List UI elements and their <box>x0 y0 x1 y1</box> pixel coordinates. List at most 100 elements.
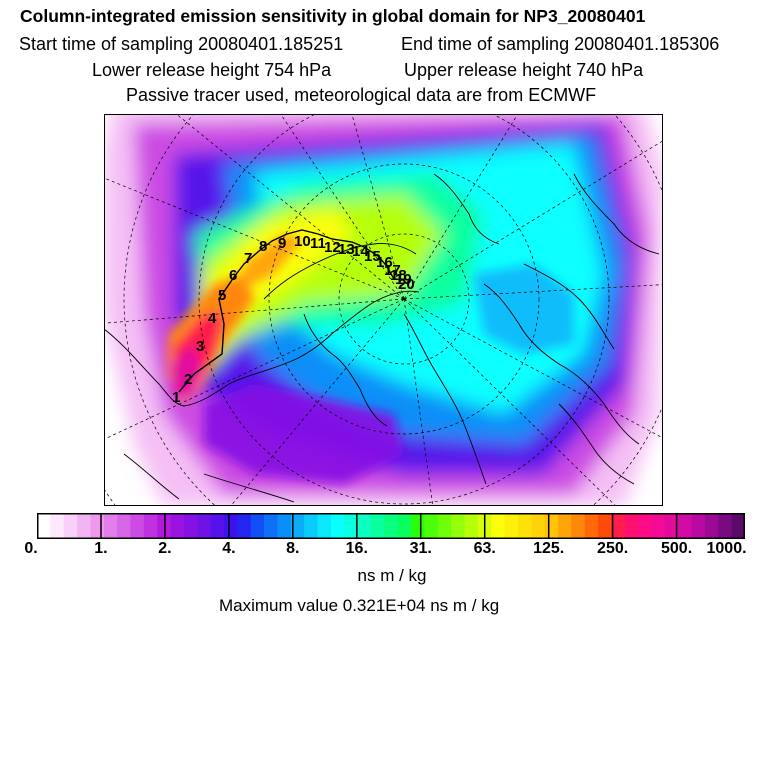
colorbar-swatch <box>678 513 693 539</box>
trajectory-label-1: 1 <box>172 389 180 406</box>
colorbar-tick-label: 2. <box>158 540 172 557</box>
lower-height-label: Lower release height 754 hPa <box>92 60 332 80</box>
trajectory-label-17: 17 <box>384 262 401 279</box>
colorbar-swatch <box>704 513 719 539</box>
colorbar-swatch <box>638 513 652 539</box>
trajectory-label-9: 9 <box>278 235 286 252</box>
trajectory-label-4: 4 <box>208 310 217 327</box>
colorbar-tick-label: 500. <box>660 540 693 557</box>
colorbar-swatch <box>397 513 412 539</box>
colorbar-swatch <box>264 513 278 539</box>
trajectory-label-19: 19 <box>395 271 412 288</box>
colorbar-swatch <box>517 513 532 539</box>
trajectory-label-10: 10 <box>294 233 311 250</box>
colorbar-swatch <box>544 513 559 539</box>
colorbar-swatch <box>464 513 479 539</box>
end-time-label: End time of sampling 20080401.185306 <box>401 34 720 54</box>
tracer-info-label: Passive tracer used, meteorological data… <box>126 85 597 105</box>
coastlines <box>104 173 660 503</box>
colorbar-swatch <box>584 513 599 539</box>
colorbar-swatch <box>210 513 225 539</box>
colorbar-tick-label: 8. <box>286 540 300 557</box>
colorbar-swatch <box>197 513 212 539</box>
colorbar-swatch <box>651 513 666 539</box>
colorbar-swatch <box>557 513 572 539</box>
colorbar-swatch <box>117 513 132 539</box>
colorbar-tick-label: 1. <box>94 540 108 557</box>
colorbar-swatch <box>90 513 105 539</box>
maximum-value-label: Maximum value 0.321E+04 ns m / kg <box>219 596 500 615</box>
sampling-time-line: Start time of sampling 20080401.185251 E… <box>19 34 768 55</box>
trajectory-label-14: 14 <box>352 243 369 260</box>
plot-title: Column-integrated emission sensitivity i… <box>20 6 646 26</box>
colorbar-tick-label: 125. <box>533 540 565 557</box>
colorbar <box>37 513 745 539</box>
colorbar-swatch <box>424 513 439 539</box>
colorbar-swatch <box>224 513 238 539</box>
trajectory-path <box>178 229 395 393</box>
colorbar-tick-label: 250. <box>597 540 629 557</box>
colorbar-tick-label: 4. <box>222 540 236 557</box>
colorbar-swatch <box>77 513 91 539</box>
colorbar-tick-labels: 0. 1. 2. 4. 8. 16. 31. 63. 125. 250. 500. 1000. <box>0 540 768 562</box>
colorbar-swatch <box>50 513 65 539</box>
trajectory-label-2: 2 <box>184 371 192 388</box>
colorbar-swatch <box>277 513 292 539</box>
trajectory-label-8: 8 <box>259 238 267 255</box>
colorbar-swatch <box>451 513 465 539</box>
colorbar-swatch <box>63 513 78 539</box>
colorbar-swatch <box>731 513 745 539</box>
colorbar-swatch <box>330 513 345 539</box>
trajectory-label-7: 7 <box>244 250 252 267</box>
colorbar-swatch <box>237 513 252 539</box>
trajectory-label-16: 16 <box>376 254 393 271</box>
colorbar-swatch <box>170 513 185 539</box>
colorbar-tick-label: 0. <box>24 540 38 557</box>
colorbar-swatch <box>250 513 265 539</box>
colorbar-swatch <box>384 513 399 539</box>
trajectory-label-12: 12 <box>324 239 341 256</box>
colorbar-tick-label: 16. <box>345 540 368 557</box>
colorbar-swatch <box>598 513 612 539</box>
trajectory-label-20: 20 <box>398 276 415 293</box>
colorbar-swatch <box>103 513 118 539</box>
trajectory-label-11: 11 <box>310 235 326 252</box>
colorbar-swatch <box>624 513 639 539</box>
upper-height-label: Upper release height 740 hPa <box>404 60 644 80</box>
colorbar-swatch <box>143 513 158 539</box>
colorbar-swatch <box>37 513 51 539</box>
colorbar-swatch <box>718 513 733 539</box>
release-height-line: Lower release height 754 hPa Upper relea… <box>92 60 768 81</box>
colorbar-swatch <box>357 513 372 539</box>
start-time-label: Start time of sampling 20080401.185251 <box>19 34 344 54</box>
colorbar-unit-label: ns m / kg <box>357 566 427 585</box>
colorbar-swatch <box>611 513 626 539</box>
colorbar-swatch <box>183 513 198 539</box>
colorbar-swatch <box>370 513 385 539</box>
colorbar-swatch <box>691 513 706 539</box>
colorbar-swatch <box>290 513 305 539</box>
colorbar-swatch <box>571 513 586 539</box>
colorbar-tick-label: 31. <box>409 540 432 557</box>
colorbar-swatch <box>531 513 546 539</box>
sensitivity-field <box>104 114 663 506</box>
trajectory-label-6: 6 <box>229 267 237 284</box>
graticule <box>104 114 663 506</box>
trajectory-label-3: 3 <box>196 338 204 355</box>
colorbar-swatch <box>491 513 506 539</box>
colorbar-tick-label: 63. <box>473 540 496 557</box>
colorbar-swatch <box>504 513 519 539</box>
colorbar-tick-label: 1000. <box>706 540 747 557</box>
trajectory-label-15: 15 <box>364 248 381 265</box>
colorbar-swatch <box>304 513 319 539</box>
colorbar-swatch <box>664 513 679 539</box>
map-frame <box>104 114 663 506</box>
colorbar-swatch <box>344 513 359 539</box>
trajectory-label-13: 13 <box>338 241 355 258</box>
trajectory-label-18: 18 <box>390 267 407 284</box>
colorbar-swatch <box>437 513 452 539</box>
trajectory-label-5: 5 <box>218 287 226 304</box>
colorbar-swatch <box>411 513 425 539</box>
